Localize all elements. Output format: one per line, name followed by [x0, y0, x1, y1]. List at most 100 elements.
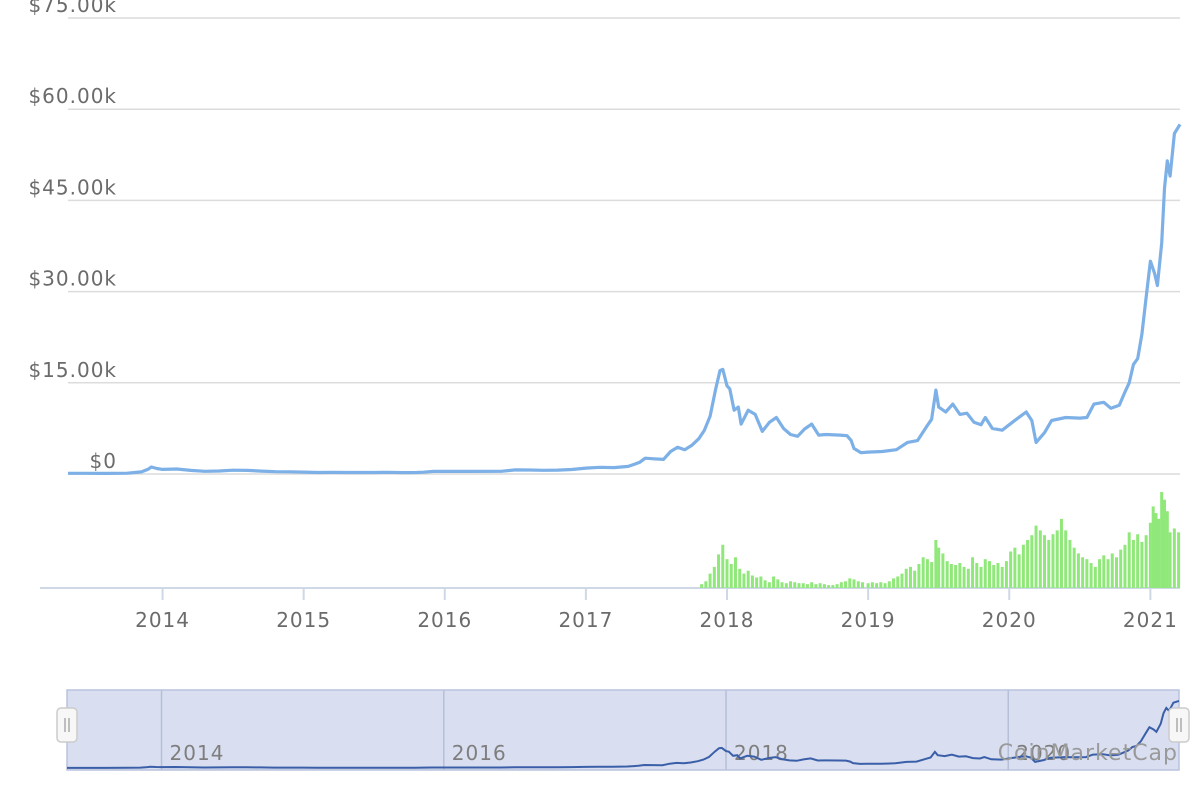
- volume-bar: [979, 566, 983, 588]
- volume-bar: [966, 568, 970, 588]
- volume-bar: [721, 544, 725, 588]
- volume-bar: [900, 573, 904, 588]
- volume-bar: [746, 570, 750, 588]
- navigator-handle-right[interactable]: [1168, 707, 1190, 743]
- volume-bar: [992, 564, 996, 588]
- volume-bar: [1055, 530, 1059, 588]
- volume-bar: [1004, 561, 1008, 588]
- volume-bar: [755, 577, 759, 588]
- volume-bar: [1114, 557, 1118, 588]
- volume-bar: [835, 584, 839, 588]
- navigator-tick-label: 2018: [734, 741, 789, 765]
- credit-label: CoinMarketCap: [998, 741, 1178, 766]
- volume-bar: [904, 568, 908, 588]
- volume-bar: [784, 583, 788, 588]
- volume-bar: [1081, 557, 1085, 588]
- volume-bar: [1098, 559, 1102, 588]
- volume-bar: [870, 582, 874, 588]
- handle-body: [1168, 707, 1190, 743]
- volume-bar: [725, 559, 729, 588]
- volume-bar: [996, 563, 1000, 588]
- volume-bar: [1000, 566, 1004, 588]
- volume-bar: [1034, 525, 1038, 588]
- volume-bar: [839, 582, 843, 588]
- volume-bar: [937, 547, 941, 588]
- volume-bar: [896, 576, 900, 588]
- volume-bar: [1021, 544, 1025, 588]
- volume-bar: [801, 583, 805, 588]
- y-tick-label: $15.00k: [28, 358, 117, 382]
- navigator-line: [67, 699, 1180, 769]
- volume-bar: [1085, 559, 1089, 588]
- volume-bar: [856, 581, 860, 588]
- navigator-tick-label: 2014: [170, 741, 225, 765]
- volume-bar: [887, 581, 891, 588]
- volume-bar: [1131, 540, 1135, 588]
- volume-bar: [822, 584, 826, 588]
- volume-bar: [962, 566, 966, 588]
- price-line: [68, 123, 1182, 475]
- volume-bar: [759, 576, 763, 588]
- volume-bar: [1072, 547, 1076, 588]
- y-tick-label: $0: [90, 449, 117, 473]
- volume-bar: [789, 581, 793, 588]
- volume-bar: [930, 562, 934, 588]
- volume-bar: [1123, 544, 1127, 588]
- y-tick-label: $30.00k: [28, 267, 117, 291]
- volume-bar: [772, 576, 776, 588]
- y-tick-label: $45.00k: [28, 175, 117, 199]
- volume-bar: [1093, 566, 1097, 588]
- volume-bar: [1051, 534, 1055, 588]
- volume-bar: [852, 579, 856, 588]
- x-tick-label: 2014: [135, 608, 190, 632]
- volume-bar: [729, 564, 733, 588]
- volume-bar: [767, 582, 771, 588]
- y-tick-label: $60.00k: [28, 84, 117, 108]
- volume-bar: [1068, 540, 1072, 588]
- volume-bar: [805, 584, 809, 588]
- volume-bar: [1157, 518, 1161, 588]
- volume-bar: [1089, 563, 1093, 588]
- volume-bar: [780, 582, 784, 588]
- volume-bar: [892, 578, 896, 588]
- volume-bar: [1013, 547, 1017, 588]
- volume-bar: [1017, 554, 1021, 588]
- volume-bar: [866, 583, 870, 588]
- price-series: [68, 123, 1182, 475]
- volume-bar: [983, 559, 987, 588]
- navigator-handle-left[interactable]: [56, 707, 78, 743]
- volume-bar: [712, 566, 716, 588]
- volume-bar: [917, 564, 921, 588]
- volume-bar: [921, 557, 925, 588]
- volume-bar: [958, 563, 962, 588]
- volume-bar: [844, 581, 848, 588]
- volume-bar: [1160, 492, 1164, 588]
- volume-bar: [1110, 553, 1114, 588]
- volume-bar: [1177, 532, 1181, 588]
- volume-bar: [925, 559, 929, 588]
- navigator-tick-label: 2016: [452, 741, 507, 765]
- y-axis: $0 $15.00k $30.00k $45.00k $60.00k $75.00k: [28, 0, 117, 473]
- volume-bar: [1136, 534, 1140, 588]
- volume-bar: [1043, 535, 1047, 588]
- y-tick-label: $75.00k: [28, 0, 117, 17]
- navigator-window: [66, 689, 1180, 771]
- volume-bar: [1106, 559, 1110, 588]
- volume-bar: [941, 553, 945, 588]
- x-tick-label: 2017: [558, 608, 613, 632]
- x-tick-label: 2016: [417, 608, 472, 632]
- volume-bar: [704, 581, 708, 588]
- volume-bar: [742, 573, 746, 588]
- volume-bar: [908, 566, 912, 588]
- volume-bar: [971, 557, 975, 588]
- volume-bar: [1076, 553, 1080, 588]
- volume-bar: [949, 564, 953, 588]
- volume-bar: [987, 561, 991, 588]
- volume-bar: [1148, 522, 1152, 588]
- volume-bar: [810, 582, 814, 588]
- volume-bar: [717, 554, 721, 588]
- volume-bar: [1119, 549, 1123, 588]
